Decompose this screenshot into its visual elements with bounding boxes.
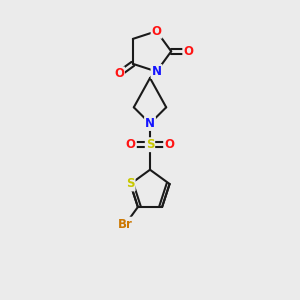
Text: O: O: [152, 25, 162, 38]
Text: O: O: [164, 138, 174, 151]
Text: Br: Br: [118, 218, 133, 231]
Text: O: O: [126, 138, 136, 151]
Text: S: S: [146, 138, 154, 151]
Text: N: N: [145, 117, 155, 130]
Text: O: O: [183, 45, 193, 58]
Text: N: N: [152, 65, 162, 78]
Text: S: S: [126, 178, 135, 190]
Text: O: O: [114, 68, 124, 80]
